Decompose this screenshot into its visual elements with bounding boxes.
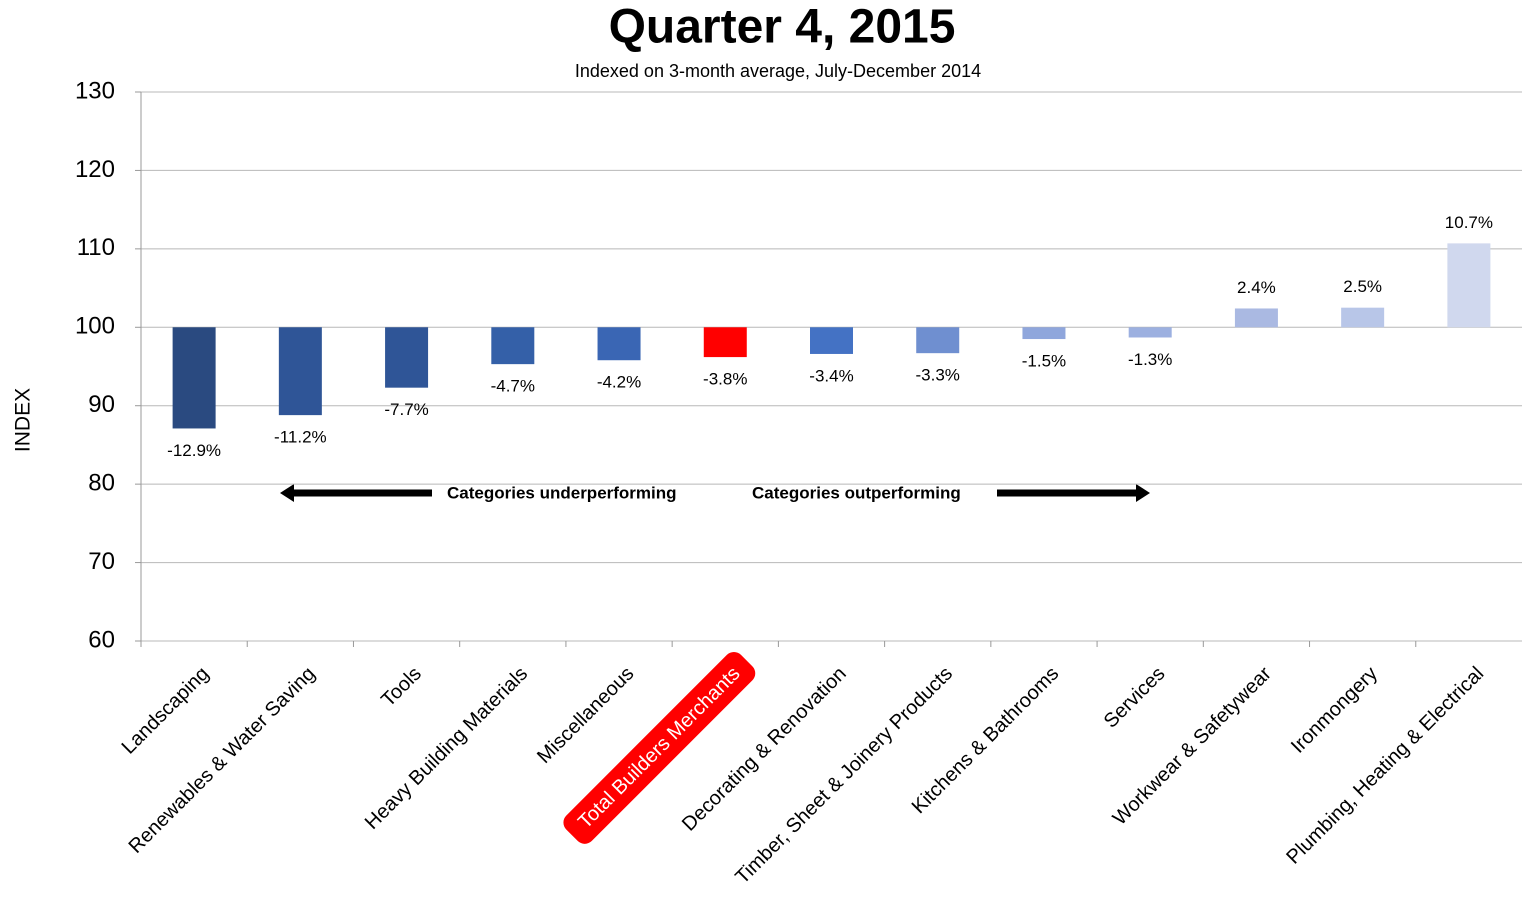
value-label: -1.5% (1022, 352, 1066, 371)
arrow-right (997, 484, 1150, 502)
y-tick-label: 130 (75, 77, 115, 104)
x-tick-group: Miscellaneous (533, 663, 638, 768)
bar (491, 327, 535, 365)
bar (1341, 307, 1385, 328)
highlight-box (563, 652, 756, 844)
y-tick-label: 60 (88, 626, 115, 653)
bar (916, 327, 960, 354)
value-label: -4.2% (597, 373, 641, 392)
value-label: -11.2% (274, 428, 327, 447)
value-label: 2.5% (1343, 277, 1382, 296)
chart-title: Quarter 4, 2015 (609, 1, 956, 54)
x-tick-label: Ironmongery (1287, 663, 1382, 758)
value-label: -12.9% (167, 441, 221, 460)
bar (1234, 308, 1278, 328)
x-tick-group: Tools (377, 663, 426, 712)
value-label: -7.7% (384, 400, 428, 419)
bar (597, 327, 641, 361)
chart-subtitle: Indexed on 3-month average, July-Decembe… (575, 61, 981, 81)
x-tick-group: Plumbing, Heating & Electrical (1282, 663, 1488, 869)
y-tick-label: 80 (88, 469, 115, 496)
value-label: -4.7% (491, 377, 535, 396)
y-tick-label: 100 (75, 313, 115, 340)
bar (703, 327, 747, 358)
annotation: Categories underperforming (447, 483, 677, 502)
bar (385, 327, 429, 388)
x-tick-label: Landscaping (118, 663, 214, 759)
x-tick-label: Plumbing, Heating & Electrical (1282, 663, 1488, 869)
y-tick-label: 110 (77, 234, 115, 261)
y-tick-label: 120 (75, 156, 115, 183)
value-label: -3.3% (916, 366, 960, 385)
bar (1022, 327, 1066, 340)
value-label: -3.4% (809, 366, 853, 385)
bar (1128, 327, 1172, 338)
x-tick-label: Services (1100, 663, 1170, 733)
bar (172, 327, 216, 429)
value-label: -1.3% (1128, 350, 1172, 369)
value-label: 10.7% (1445, 213, 1493, 232)
y-axis-label: INDEX (12, 388, 35, 452)
x-tick-group: Services (1100, 663, 1170, 733)
x-tick-group: Ironmongery (1287, 663, 1382, 758)
x-tick-group: Total Builders Merchants (563, 652, 756, 844)
x-tick-group: Renewables & Water Saving (125, 663, 320, 858)
bar (278, 327, 322, 416)
value-label: 2.4% (1237, 278, 1276, 297)
x-tick-label: Miscellaneous (533, 663, 638, 768)
arrow-left (280, 484, 432, 502)
bar (810, 327, 853, 354)
x-tick-label: Timber, Sheet & Joinery Products (731, 663, 957, 889)
x-tick-label: Renewables & Water Saving (125, 663, 320, 858)
y-tick-label: 70 (88, 548, 115, 575)
x-tick-label: Tools (377, 663, 426, 712)
x-tick-group: Landscaping (118, 663, 214, 759)
annotation: Categories outperforming (752, 483, 961, 502)
y-tick-label: 90 (88, 391, 115, 418)
x-tick-group: Timber, Sheet & Joinery Products (731, 663, 957, 889)
value-label: -3.8% (703, 370, 747, 389)
bar (1447, 243, 1491, 328)
